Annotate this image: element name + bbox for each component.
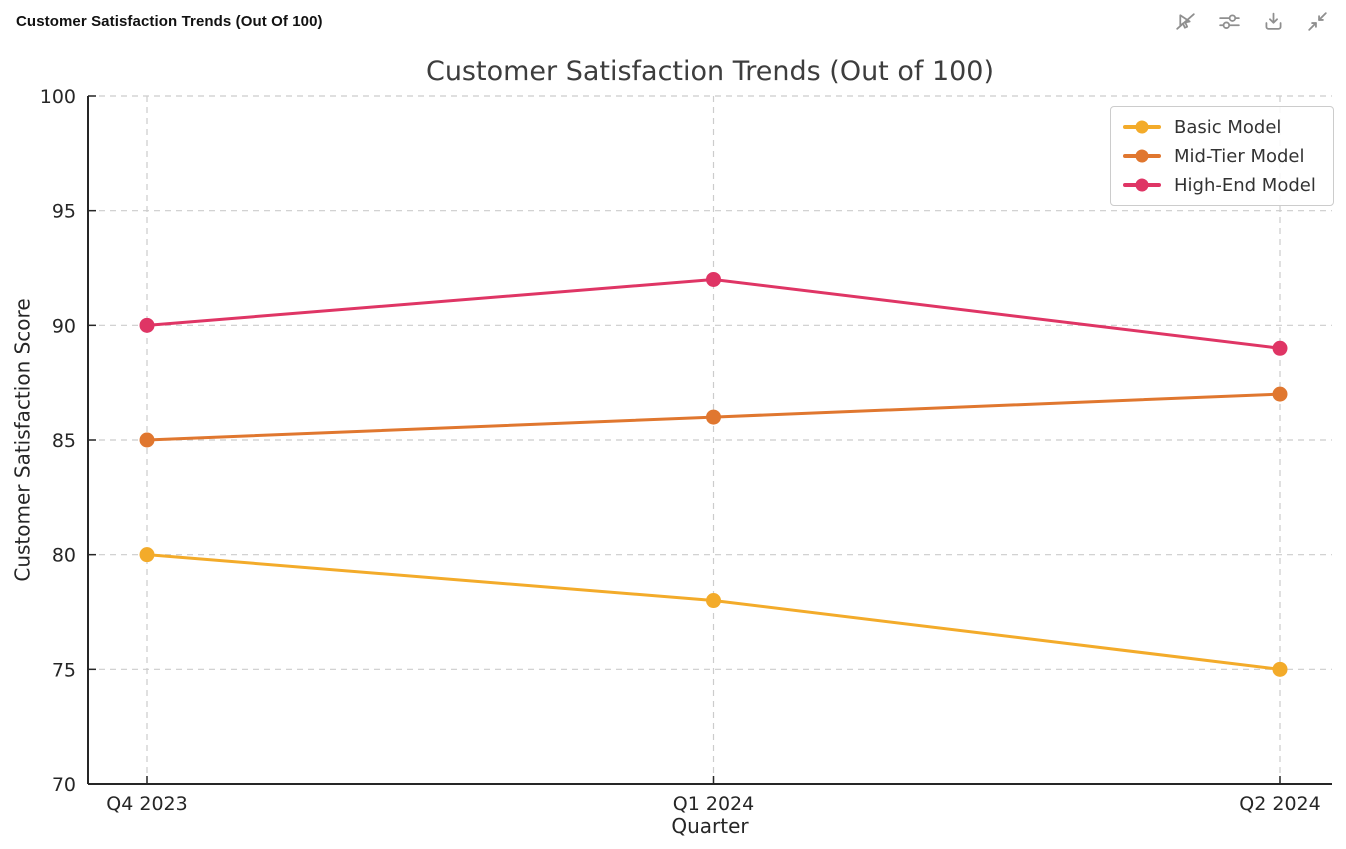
legend-label: Basic Model: [1174, 116, 1282, 138]
legend-item: High-End Model: [1123, 174, 1321, 196]
legend-item: Mid-Tier Model: [1123, 145, 1321, 167]
y-axis-label: Customer Satisfaction Score: [11, 298, 36, 582]
y-tick-label: 100: [40, 86, 76, 108]
header-bar: Customer Satisfaction Trends (Out Of 100…: [0, 0, 1346, 42]
legend-item: Basic Model: [1123, 116, 1321, 138]
x-tick-label: Q2 2024: [1239, 793, 1320, 815]
legend: Basic Model Mid-Tier Model High-End Model: [1110, 106, 1334, 206]
legend-marker-icon: [1135, 178, 1149, 192]
interact-off-icon[interactable]: [1173, 9, 1198, 34]
toolbar: [1173, 9, 1330, 34]
series-line: [146, 277, 1281, 350]
data-point: [139, 317, 155, 333]
legend-marker-icon: [1135, 120, 1149, 134]
x-tick-label: Q1 2024: [673, 793, 754, 815]
legend-line-sample: [1123, 149, 1161, 163]
y-axis-label-wrap: Customer Satisfaction Score: [0, 96, 46, 784]
data-point: [706, 593, 721, 609]
data-point: [139, 547, 155, 563]
x-axis-label: Quarter: [671, 814, 749, 838]
download-icon[interactable]: [1261, 9, 1286, 34]
y-tick-label: 75: [52, 659, 76, 681]
sliders-icon[interactable]: [1217, 9, 1242, 34]
data-point: [1272, 661, 1288, 677]
y-tick-label: 90: [52, 315, 76, 337]
legend-line-sample: [1123, 178, 1161, 192]
data-point: [706, 409, 721, 425]
y-tick-label: 70: [52, 774, 76, 796]
legend-label: Mid-Tier Model: [1174, 145, 1305, 167]
data-point: [1272, 386, 1288, 402]
chart-title: Customer Satisfaction Trends (Out of 100…: [425, 56, 995, 87]
y-tick-label: 85: [52, 430, 76, 452]
legend-marker-icon: [1135, 149, 1149, 163]
collapse-icon[interactable]: [1305, 9, 1330, 34]
y-tick-label: 95: [52, 201, 76, 223]
data-point: [139, 432, 155, 448]
window-title: Customer Satisfaction Trends (Out Of 100…: [16, 12, 323, 30]
legend-label: High-End Model: [1174, 174, 1316, 196]
y-tick-label: 80: [52, 545, 76, 567]
legend-line-sample: [1123, 120, 1161, 134]
data-point: [1272, 340, 1288, 356]
data-point: [706, 271, 721, 287]
x-tick-label: Q4 2023: [106, 793, 187, 815]
